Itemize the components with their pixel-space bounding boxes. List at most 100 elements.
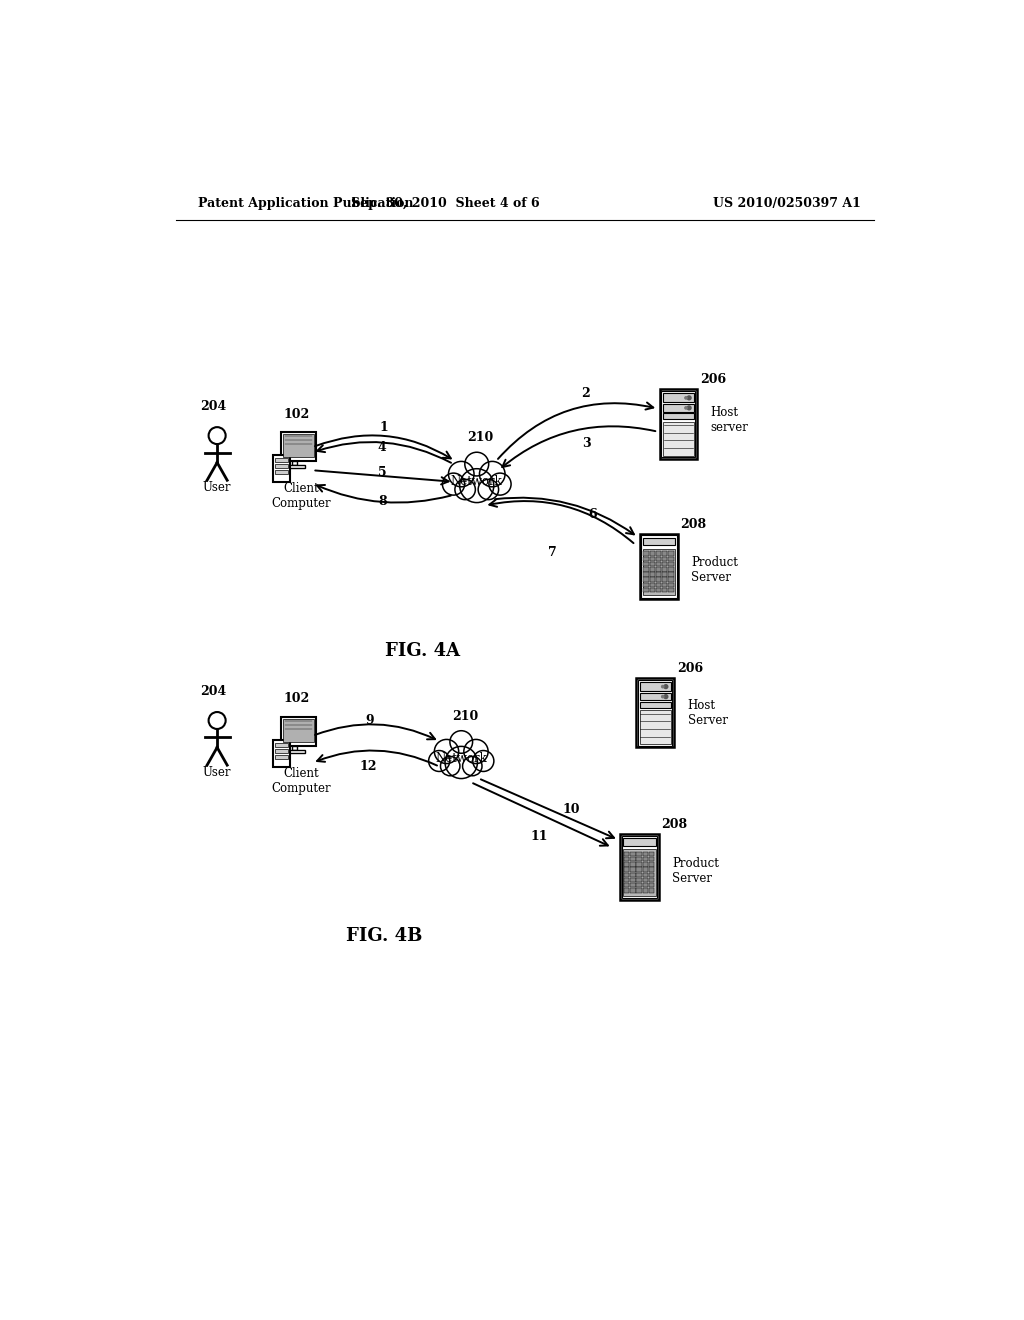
Bar: [643, 878, 648, 882]
Bar: [663, 404, 693, 412]
Bar: [640, 693, 671, 701]
Bar: [669, 552, 674, 556]
Bar: [643, 577, 649, 582]
Bar: [643, 557, 649, 561]
Bar: [643, 851, 648, 857]
Bar: [669, 568, 674, 572]
Bar: [275, 458, 288, 462]
Text: Product
Server: Product Server: [691, 556, 738, 585]
FancyArrowPatch shape: [489, 500, 634, 543]
Bar: [624, 862, 630, 867]
Bar: [275, 748, 288, 752]
Bar: [655, 587, 662, 593]
Circle shape: [685, 407, 687, 409]
Bar: [643, 873, 648, 876]
Bar: [649, 577, 655, 582]
Bar: [636, 888, 642, 892]
Bar: [649, 862, 654, 867]
Bar: [636, 867, 642, 871]
Text: User: User: [203, 767, 231, 779]
Text: 10: 10: [562, 803, 580, 816]
Circle shape: [664, 685, 668, 689]
Bar: [649, 568, 655, 572]
Bar: [643, 862, 648, 867]
Bar: [630, 851, 636, 857]
Bar: [662, 577, 668, 582]
Bar: [669, 557, 674, 561]
Bar: [624, 851, 630, 857]
Bar: [663, 413, 693, 420]
Bar: [649, 587, 655, 593]
Circle shape: [450, 731, 473, 754]
Circle shape: [460, 469, 494, 503]
Text: 204: 204: [200, 400, 226, 413]
Bar: [669, 573, 674, 577]
Circle shape: [209, 428, 225, 444]
Bar: [630, 862, 636, 867]
Circle shape: [685, 397, 687, 399]
Bar: [640, 710, 671, 744]
Circle shape: [209, 711, 225, 729]
Bar: [655, 573, 662, 577]
Bar: [630, 873, 636, 876]
Text: 6: 6: [589, 508, 597, 520]
Bar: [624, 888, 630, 892]
Text: 8: 8: [378, 495, 386, 508]
Circle shape: [464, 739, 488, 763]
Bar: [662, 582, 668, 587]
Bar: [636, 851, 642, 857]
Bar: [662, 562, 668, 566]
Circle shape: [442, 473, 465, 495]
Circle shape: [662, 685, 664, 688]
Bar: [649, 851, 654, 857]
Bar: [655, 557, 662, 561]
Text: 208: 208: [681, 517, 707, 531]
Bar: [275, 470, 288, 474]
Text: Network: Network: [451, 475, 503, 488]
Circle shape: [455, 479, 475, 500]
Bar: [630, 883, 636, 887]
Bar: [649, 878, 654, 882]
Text: FIG. 4A: FIG. 4A: [385, 643, 460, 660]
Bar: [643, 857, 648, 862]
Text: Network: Network: [435, 752, 487, 766]
Text: 3: 3: [583, 437, 591, 450]
Text: 2: 2: [581, 387, 590, 400]
Bar: [649, 883, 654, 887]
Bar: [662, 568, 668, 572]
FancyArrowPatch shape: [481, 779, 614, 838]
Bar: [624, 850, 655, 896]
Bar: [643, 552, 649, 556]
Text: FIG. 4B: FIG. 4B: [345, 927, 422, 945]
Text: Client
Computer: Client Computer: [271, 767, 331, 795]
Bar: [662, 557, 668, 561]
Bar: [622, 836, 657, 898]
Text: 206: 206: [700, 372, 726, 385]
Bar: [630, 888, 636, 892]
Bar: [292, 746, 297, 750]
FancyArrowPatch shape: [317, 442, 451, 463]
Bar: [649, 867, 654, 871]
Bar: [284, 750, 305, 752]
Circle shape: [687, 396, 691, 400]
Bar: [624, 873, 630, 876]
Text: Sep. 30, 2010  Sheet 4 of 6: Sep. 30, 2010 Sheet 4 of 6: [351, 197, 540, 210]
Bar: [636, 883, 642, 887]
Text: User: User: [203, 482, 231, 495]
Text: Client
Computer: Client Computer: [271, 482, 331, 510]
Circle shape: [449, 462, 474, 487]
Text: 102: 102: [283, 693, 309, 705]
Circle shape: [434, 739, 459, 763]
FancyArrowPatch shape: [317, 484, 451, 503]
FancyArrowPatch shape: [498, 403, 653, 459]
Bar: [621, 834, 658, 899]
Circle shape: [488, 473, 511, 495]
Bar: [649, 873, 654, 876]
Text: 204: 204: [200, 685, 226, 698]
Bar: [641, 536, 677, 598]
Bar: [284, 465, 305, 469]
Circle shape: [463, 756, 482, 776]
Bar: [640, 533, 678, 599]
Bar: [283, 434, 314, 457]
Circle shape: [687, 407, 691, 409]
